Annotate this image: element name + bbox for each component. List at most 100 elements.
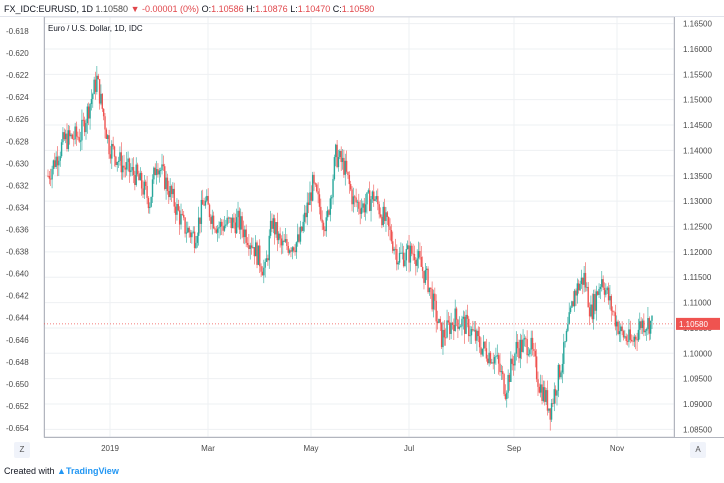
price-chart[interactable]: Euro / U.S. Dollar, 1D, IDC -0.618 -0.620…: [0, 0, 724, 460]
candle: [398, 247, 401, 265]
candle-body: [416, 258, 418, 266]
candle-body: [383, 206, 386, 221]
candle-body: [324, 229, 326, 232]
candle-body: [549, 408, 551, 420]
candle: [123, 154, 125, 178]
candle: [286, 234, 288, 251]
candle: [193, 226, 196, 254]
candle: [63, 128, 65, 141]
candle: [231, 214, 234, 229]
candle: [354, 194, 356, 208]
candle: [264, 258, 266, 278]
candle: [602, 275, 604, 290]
candle: [598, 283, 600, 298]
candle-body: [78, 137, 80, 142]
tradingview-brand[interactable]: TradingView: [65, 466, 119, 476]
time-axis[interactable]: 2019 Mar May Jul Sep Nov: [101, 444, 624, 453]
candle: [104, 112, 106, 139]
tradingview-logo-icon[interactable]: ▲: [57, 466, 66, 476]
candle: [476, 328, 478, 352]
left-tick-label: -0.624: [6, 93, 29, 102]
candle: [178, 206, 181, 235]
candle-body: [640, 321, 642, 329]
candle: [344, 153, 346, 186]
candle-body: [170, 186, 173, 195]
candle-body: [284, 239, 287, 242]
candle-body: [229, 217, 231, 219]
candle: [597, 290, 599, 296]
right-axis[interactable]: 1.16500 1.16000 1.15500 1.15000 1.14500 1.140…: [683, 20, 712, 435]
candle-body: [279, 233, 281, 239]
candle-body: [67, 130, 70, 150]
candle: [252, 237, 254, 249]
candle-body: [241, 216, 243, 230]
candle: [405, 243, 408, 271]
candle-body: [290, 250, 292, 252]
candle-body: [123, 165, 125, 168]
candle: [428, 287, 431, 296]
left-tick-label: -0.640: [6, 270, 29, 279]
candle: [481, 348, 484, 357]
candle-body: [495, 356, 497, 358]
candle-body: [389, 226, 391, 230]
candle: [592, 289, 595, 330]
candle: [245, 224, 247, 248]
candle: [199, 217, 201, 234]
candle: [328, 209, 330, 217]
candle-body: [442, 329, 444, 348]
candle: [649, 320, 652, 340]
candle-body: [614, 312, 617, 327]
candle: [482, 335, 485, 357]
candle-body: [415, 260, 417, 266]
candle: [394, 238, 397, 260]
candle: [92, 92, 94, 108]
candle-body: [183, 214, 185, 218]
candle-body: [73, 138, 75, 140]
candle-body: [447, 320, 450, 323]
candle: [356, 199, 359, 212]
candle-body: [396, 249, 398, 265]
candle: [203, 197, 205, 207]
candle-body: [602, 279, 604, 288]
scale-zoom-button[interactable]: Z: [14, 442, 30, 458]
symbol-label[interactable]: FX_IDC:EURUSD, 1D: [4, 4, 94, 14]
candle-body: [620, 326, 622, 332]
candle-body: [151, 179, 154, 197]
high-label: H:: [246, 4, 256, 14]
candle: [586, 282, 588, 292]
candle-body: [326, 210, 329, 218]
candle: [548, 408, 550, 413]
candle-body: [400, 252, 402, 254]
candle: [506, 390, 508, 408]
candle-body: [111, 143, 113, 159]
candle: [154, 163, 156, 176]
candle: [254, 235, 257, 257]
candle-body: [154, 167, 156, 175]
candle-body: [394, 248, 397, 250]
candle-body: [571, 301, 573, 308]
candle-body: [51, 168, 53, 180]
candle: [105, 127, 108, 139]
candle: [554, 385, 557, 404]
candle-body: [333, 157, 336, 180]
candle-body: [174, 206, 177, 215]
candle-body: [510, 358, 512, 382]
candle-body: [275, 222, 277, 235]
candle: [278, 231, 280, 244]
candle: [461, 315, 463, 336]
candle: [453, 318, 455, 341]
candle-body: [454, 308, 456, 331]
candle: [226, 209, 228, 227]
candle: [573, 288, 576, 312]
candle: [335, 143, 337, 167]
candle-body: [113, 146, 116, 157]
candle-body: [306, 202, 308, 218]
candle: [216, 225, 219, 242]
candle: [223, 216, 226, 232]
candle-body: [196, 235, 199, 243]
candle: [374, 196, 376, 202]
candle-body: [497, 355, 500, 364]
candle: [200, 190, 203, 233]
candle-body: [651, 315, 653, 321]
auto-scale-button[interactable]: A: [690, 442, 706, 458]
